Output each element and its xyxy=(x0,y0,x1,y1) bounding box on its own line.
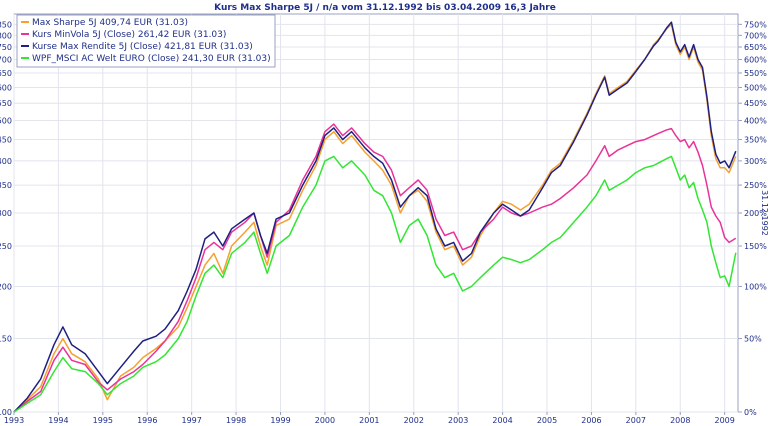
x-tick-label: 2008 xyxy=(670,416,690,425)
right-tick-label: 500% xyxy=(744,83,767,92)
right-tick-label: 400% xyxy=(744,116,767,125)
left-tick-label: 500 xyxy=(0,116,12,125)
right-axis-label: 31.12.1992 xyxy=(760,190,769,236)
left-tick-label: 700 xyxy=(0,56,12,65)
chart-title: Kurs Max Sharpe 5J / n/a vom 31.12.1992 … xyxy=(214,3,556,13)
left-tick-label: 750 xyxy=(0,43,12,52)
right-tick-label: 150% xyxy=(744,242,767,251)
x-tick-label: 1996 xyxy=(137,416,157,425)
left-tick-label: 650 xyxy=(0,69,12,78)
right-axis: 0% 50% 100% 150% 200% 250% 300% 350% 400% 450% 500… xyxy=(738,20,767,417)
left-axis: 100 150 200 250 300 350 400 450 500 550 600 650 700 7… xyxy=(0,20,12,417)
legend-entry: Kurs MinVola 5J (Close) 261,42 EUR (31.0… xyxy=(32,30,226,40)
right-tick-label: 450% xyxy=(744,99,767,108)
legend-entry: WPF_MSCI AC Welt EURO (Close) 241,30 EUR… xyxy=(32,54,271,64)
series-line-2 xyxy=(13,21,737,413)
right-tick-label: 650% xyxy=(744,43,767,52)
x-tick-label: 2000 xyxy=(315,416,335,425)
x-tick-label: 2007 xyxy=(626,416,646,425)
legend-entry: Max Sharpe 5J 409,74 EUR (31.03) xyxy=(32,18,188,28)
x-tick-label: 2002 xyxy=(404,416,424,425)
right-tick-label: 250% xyxy=(744,181,767,190)
x-tick-label: 1998 xyxy=(226,416,246,425)
x-tick-label: 1994 xyxy=(48,416,68,425)
right-tick-label: 200% xyxy=(744,209,767,218)
x-tick-label: 2005 xyxy=(537,416,557,425)
x-tick-label: 1997 xyxy=(181,416,201,425)
x-tick-label: 1993 xyxy=(4,416,24,425)
right-tick-label: 750% xyxy=(744,20,767,29)
left-tick-label: 600 xyxy=(0,83,12,92)
left-tick-label: 800 xyxy=(0,31,12,40)
left-tick-label: 150 xyxy=(0,335,12,344)
x-tick-label: 2003 xyxy=(448,416,468,425)
left-tick-label: 350 xyxy=(0,181,12,190)
left-tick-label: 100 xyxy=(0,408,12,417)
left-tick-label: 400 xyxy=(0,157,12,166)
x-tick-label: 2006 xyxy=(581,416,601,425)
right-tick-label: 350% xyxy=(744,136,767,145)
series-lines xyxy=(13,21,737,413)
left-tick-label: 300 xyxy=(0,209,12,218)
x-tick-label: 2004 xyxy=(492,416,512,425)
right-tick-label: 50% xyxy=(744,335,762,344)
x-tick-label: 2009 xyxy=(714,416,734,425)
x-tick-label: 1995 xyxy=(93,416,113,425)
legend-entry: Kurse Max Rendite 5J (Close) 421,81 EUR … xyxy=(32,42,253,52)
x-tick-label: 1999 xyxy=(270,416,290,425)
right-tick-label: 0% xyxy=(744,408,757,417)
left-tick-label: 200 xyxy=(0,282,12,291)
legend: Max Sharpe 5J 409,74 EUR (31.03) Kurs Min… xyxy=(16,14,276,68)
left-tick-label: 850 xyxy=(0,20,12,29)
left-tick-label: 250 xyxy=(0,242,12,251)
legend-box xyxy=(16,14,276,68)
left-tick-label: 450 xyxy=(0,136,12,145)
left-tick-label: 550 xyxy=(0,99,12,108)
x-tick-label: 2001 xyxy=(359,416,379,425)
bottom-axis: 1993 1994 1995 1996 1997 1998 1999 2000 2001 2002… xyxy=(4,412,735,425)
right-tick-label: 700% xyxy=(744,31,767,40)
grid-lines xyxy=(13,14,738,413)
right-tick-label: 300% xyxy=(744,157,767,166)
right-tick-label: 600% xyxy=(744,56,767,65)
series-line-1 xyxy=(13,123,737,413)
right-tick-label: 550% xyxy=(744,69,767,78)
right-tick-label: 100% xyxy=(744,282,767,291)
series-line-3 xyxy=(13,155,737,413)
